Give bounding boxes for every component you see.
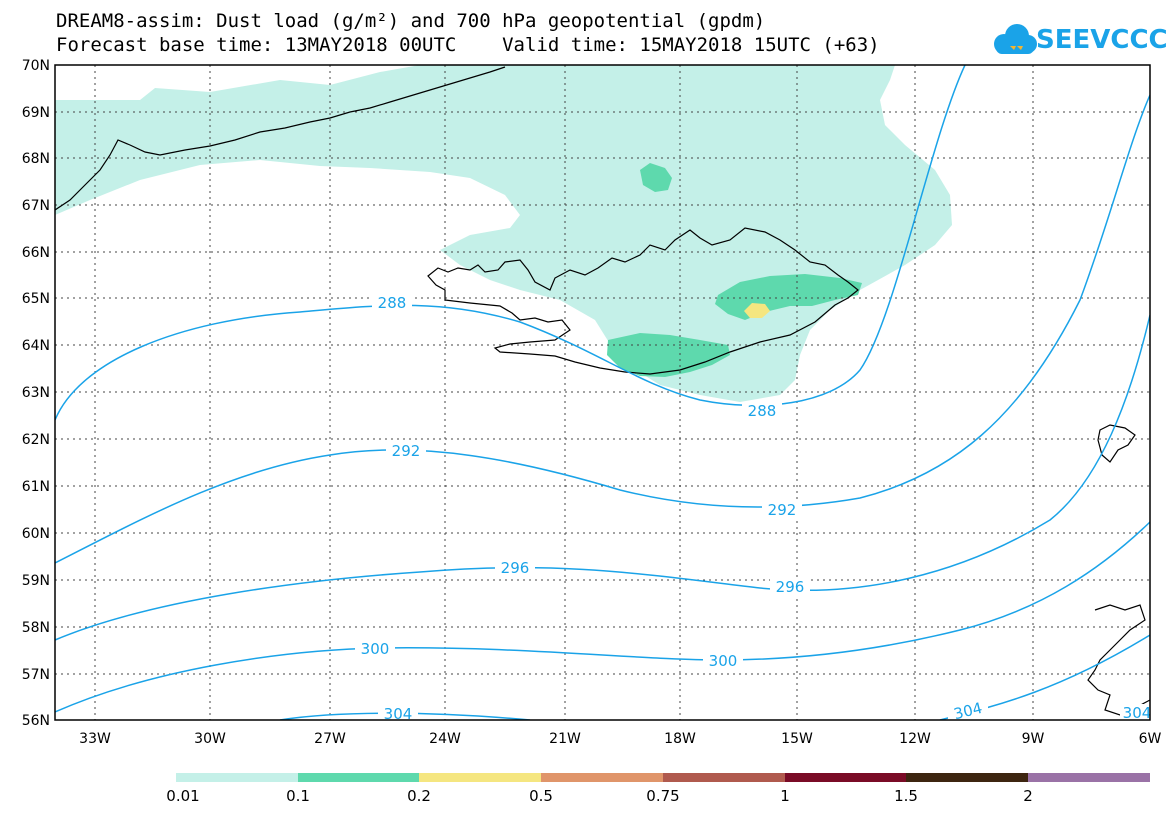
lat-label: 56N: [22, 713, 50, 729]
colorbar-swatch: [298, 773, 419, 782]
lat-label: 63N: [22, 385, 50, 401]
lat-label: 64N: [22, 338, 50, 354]
contour-label: 292: [392, 442, 421, 460]
lon-label: 15W: [781, 731, 813, 747]
lat-label: 60N: [22, 526, 50, 542]
map-title: DREAM8-assim: Dust load (g/m²) and 700 h…: [56, 10, 766, 32]
contour-label: 296: [501, 559, 530, 577]
greenland-coastline: [55, 66, 506, 211]
lat-label: 66N: [22, 245, 50, 261]
contour-label: 300: [361, 640, 390, 658]
faroe-coastline: [1097, 424, 1136, 463]
contour-296: [55, 314, 1150, 641]
lat-label: 58N: [22, 620, 50, 636]
lat-label: 62N: [22, 432, 50, 448]
colorbar-swatch: [176, 773, 298, 782]
scotland-coastline: [1087, 604, 1150, 716]
contour-label: 292: [768, 501, 797, 519]
longitude-labels: 33W 30W 27W 24W 21W 18W 15W 12W 9W 6W: [79, 731, 1161, 747]
lon-label: 18W: [664, 731, 696, 747]
seevccc-logo-icon: [994, 24, 1037, 54]
lat-label: 59N: [22, 573, 50, 589]
colorbar-label: 1: [780, 787, 790, 805]
contour-label: 296: [776, 578, 805, 596]
contour-300: [55, 521, 1150, 713]
coastlines: [55, 66, 1150, 716]
colorbar: [176, 773, 1150, 782]
contour-label: 304: [1123, 704, 1152, 722]
colorbar-label: 0.1: [286, 787, 310, 805]
colorbar-swatch: [663, 773, 785, 782]
contour-label: 288: [748, 402, 777, 420]
dust-area-low: [55, 65, 952, 402]
lon-label: 12W: [899, 731, 931, 747]
colorbar-label: 2: [1023, 787, 1033, 805]
contour-label: 304: [384, 705, 413, 723]
colorbar-swatch: [419, 773, 541, 782]
contour-label: 300: [709, 652, 738, 670]
colorbar-swatch: [541, 773, 663, 782]
contour-labels: 288 288 292 292 296 296 300 300 304 304 …: [355, 294, 1151, 723]
lon-label: 30W: [194, 731, 226, 747]
dust-shading: [55, 65, 952, 402]
colorbar-swatch: [785, 773, 906, 782]
forecast-times: Forecast base time: 13MAY2018 00UTC Vali…: [56, 34, 880, 56]
dust-area-medium-north: [640, 163, 672, 192]
iceland-coastline: [427, 227, 859, 375]
logo-text: SEEVCCC: [1036, 25, 1168, 55]
lon-label: 21W: [549, 731, 581, 747]
lon-label: 6W: [1139, 731, 1162, 747]
latitude-labels: 70N 69N 68N 67N 66N 65N 64N 63N 62N 61N …: [22, 58, 50, 729]
dust-area-medium-south: [607, 333, 730, 377]
contour-292: [55, 94, 1150, 564]
colorbar-label: 0.2: [407, 787, 431, 805]
lat-label: 65N: [22, 291, 50, 307]
lat-label: 70N: [22, 58, 50, 74]
dust-area-high: [744, 303, 770, 318]
contour-288: [55, 65, 966, 421]
lat-label: 69N: [22, 105, 50, 121]
lon-label: 33W: [79, 731, 111, 747]
colorbar-label: 0.75: [646, 787, 680, 805]
lon-label: 9W: [1022, 731, 1045, 747]
lat-label: 57N: [22, 667, 50, 683]
lon-label: 24W: [429, 731, 461, 747]
lat-label: 67N: [22, 198, 50, 214]
colorbar-swatch: [906, 773, 1028, 782]
lat-label: 61N: [22, 479, 50, 495]
lat-label: 68N: [22, 151, 50, 167]
colorbar-swatch: [1028, 773, 1150, 782]
colorbar-label: 1.5: [894, 787, 918, 805]
lon-label: 27W: [314, 731, 346, 747]
map-frame: [54, 64, 1151, 721]
colorbar-label: 0.01: [166, 787, 200, 805]
colorbar-label: 0.5: [529, 787, 553, 805]
contour-label: 288: [378, 294, 407, 312]
